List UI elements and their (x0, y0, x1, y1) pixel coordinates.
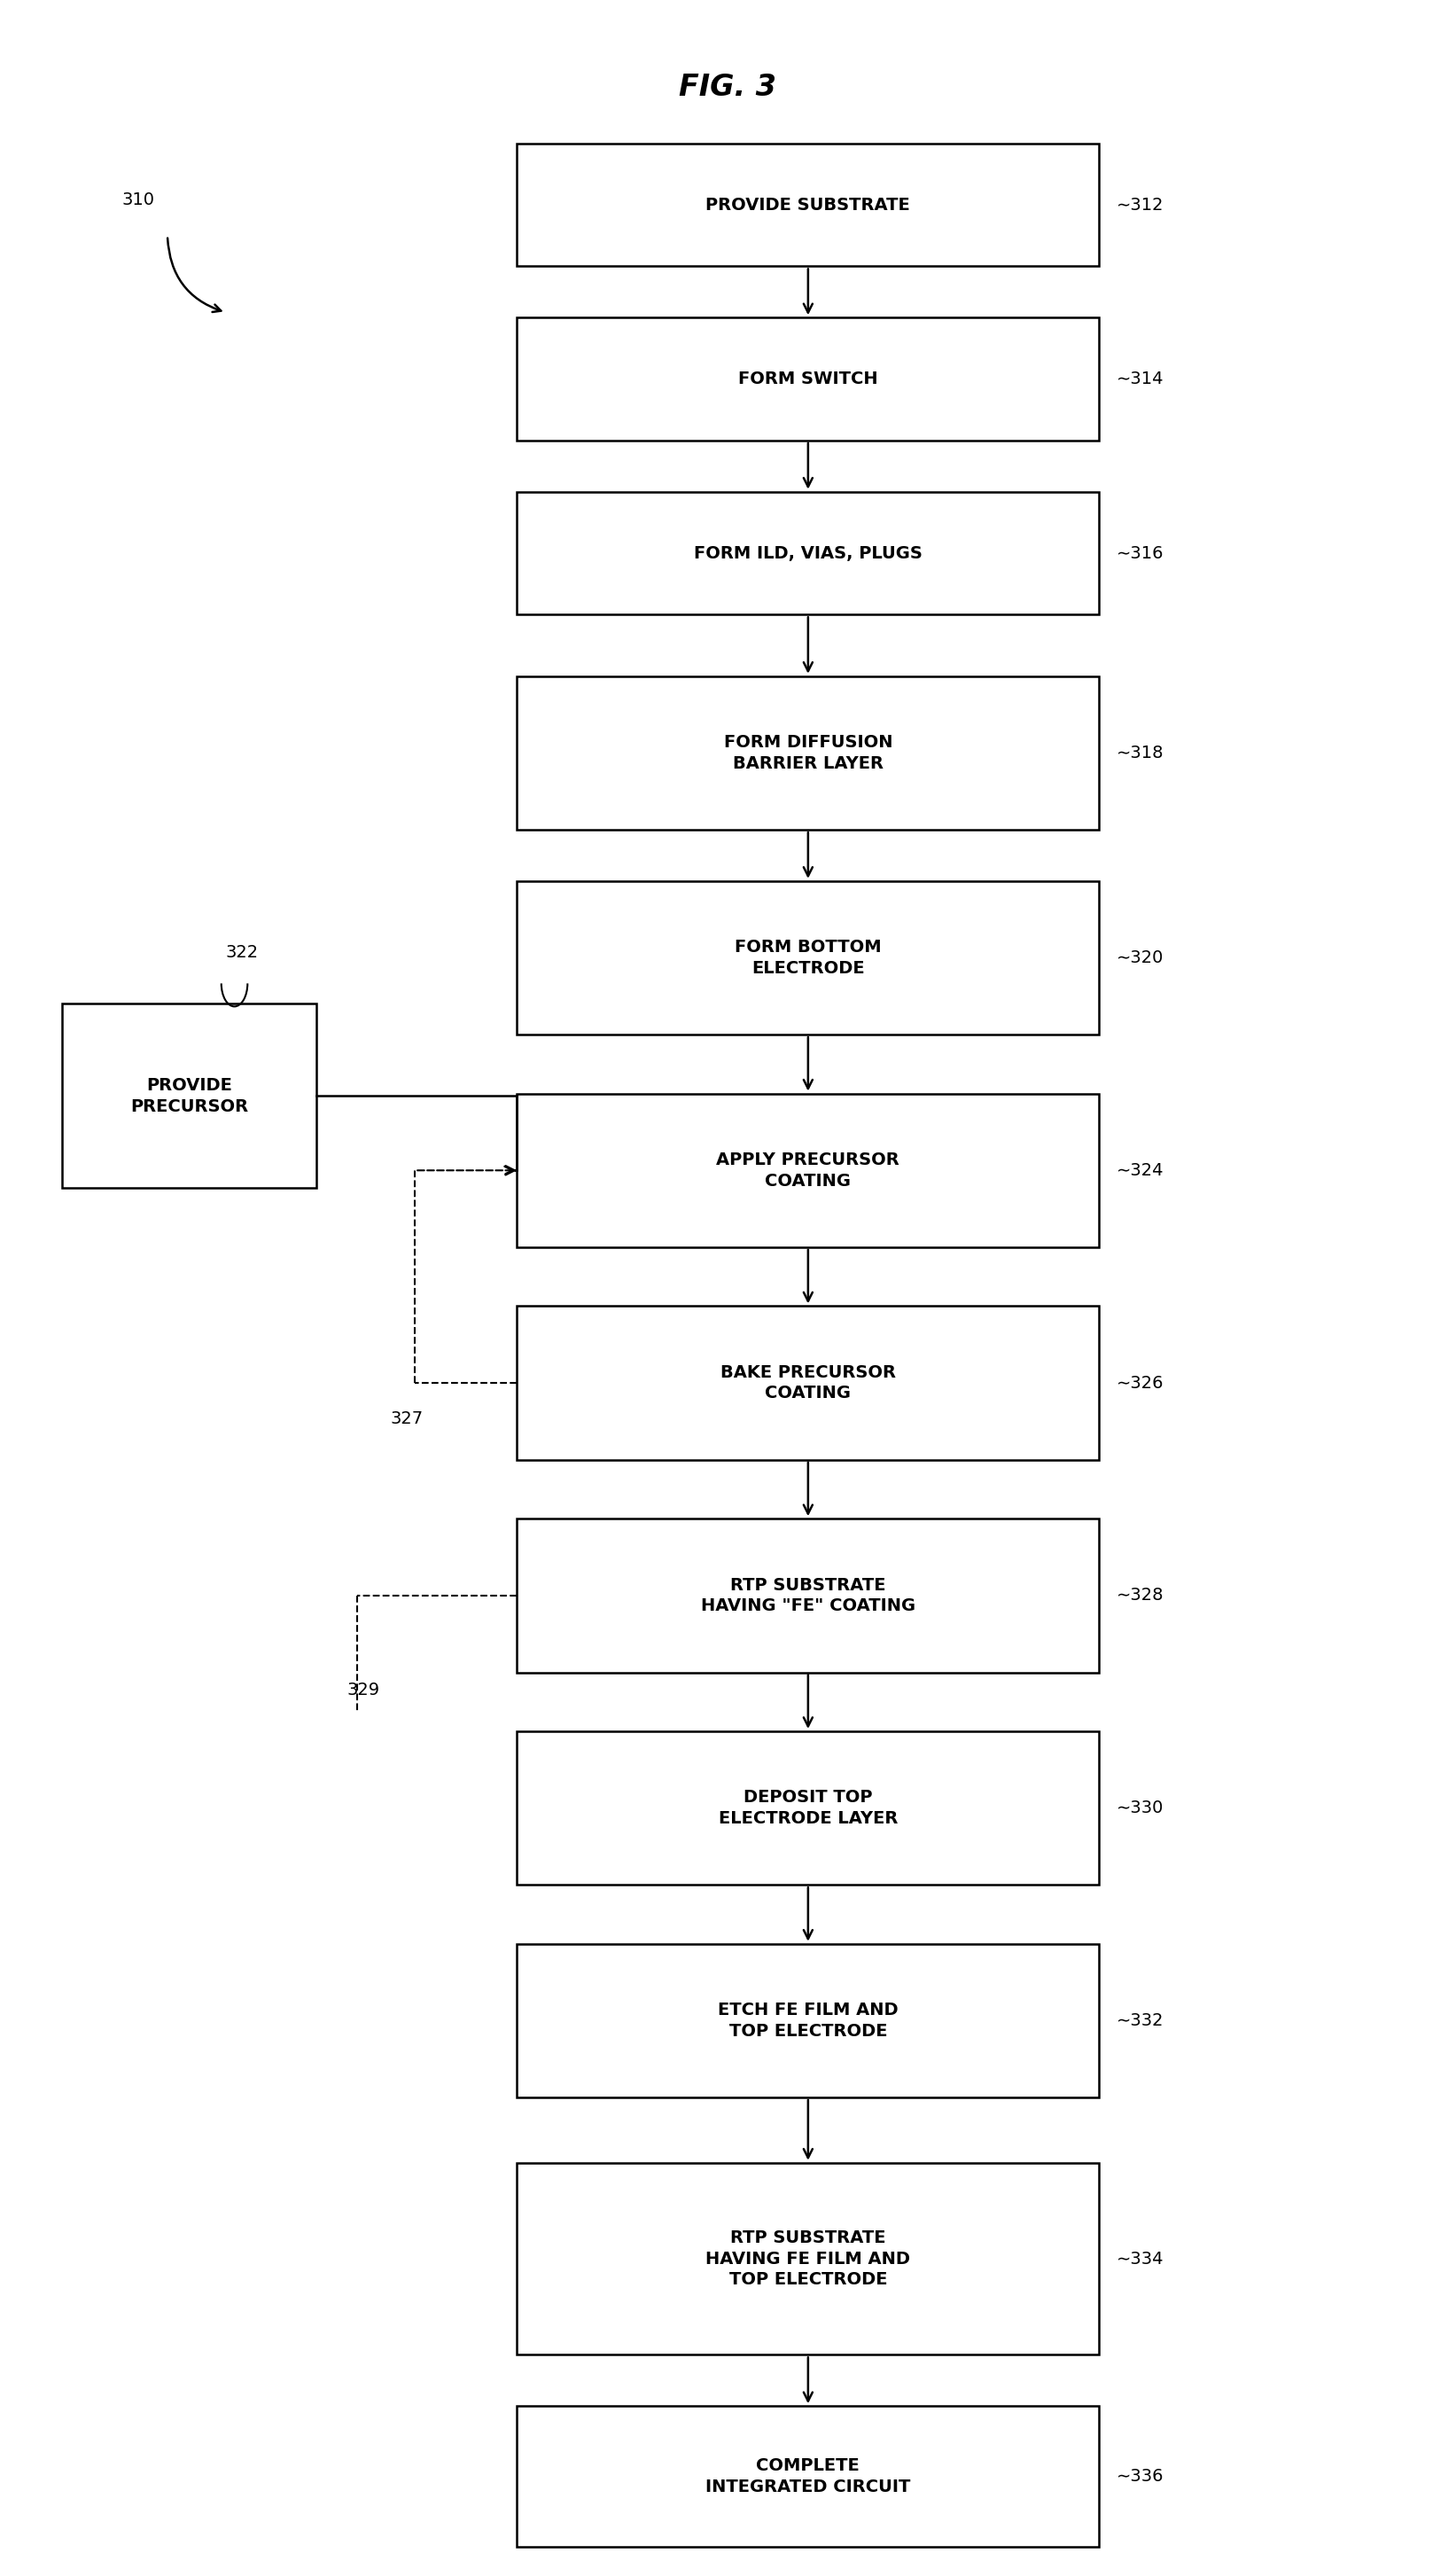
Text: FORM DIFFUSION
BARRIER LAYER: FORM DIFFUSION BARRIER LAYER (724, 735, 893, 771)
Text: FORM SWITCH: FORM SWITCH (738, 371, 878, 387)
Bar (517, 2161, 1099, 2356)
Bar (517, 2407, 1099, 2546)
Text: RTP SUBSTRATE
HAVING FE FILM AND
TOP ELECTRODE: RTP SUBSTRATE HAVING FE FILM AND TOP ELE… (706, 2231, 910, 2287)
Text: FIG. 3: FIG. 3 (680, 72, 776, 102)
Text: ETCH FE FILM AND
TOP ELECTRODE: ETCH FE FILM AND TOP ELECTRODE (718, 2003, 898, 2039)
Text: PROVIDE
PRECURSOR: PROVIDE PRECURSOR (130, 1078, 249, 1114)
Text: ∼328: ∼328 (1117, 1588, 1165, 1603)
Bar (517, 1094, 1099, 1247)
Text: ∼314: ∼314 (1117, 371, 1165, 387)
Text: ∼324: ∼324 (1117, 1163, 1165, 1178)
Text: ∼312: ∼312 (1117, 197, 1165, 213)
Text: 329: 329 (347, 1683, 380, 1698)
Text: 310: 310 (122, 192, 154, 207)
Text: 327: 327 (390, 1411, 424, 1426)
Text: ∼332: ∼332 (1117, 2013, 1165, 2028)
Text: ∼318: ∼318 (1117, 745, 1165, 761)
Text: ∼316: ∼316 (1117, 545, 1165, 561)
Bar (517, 881, 1099, 1035)
Text: ∼336: ∼336 (1117, 2469, 1165, 2484)
Text: ∼320: ∼320 (1117, 950, 1163, 965)
Text: DEPOSIT TOP
ELECTRODE LAYER: DEPOSIT TOP ELECTRODE LAYER (718, 1790, 898, 1826)
Bar (63, 1004, 316, 1188)
Text: APPLY PRECURSOR
COATING: APPLY PRECURSOR COATING (716, 1152, 900, 1188)
Bar (517, 143, 1099, 266)
Bar (517, 492, 1099, 615)
Text: RTP SUBSTRATE
HAVING "FE" COATING: RTP SUBSTRATE HAVING "FE" COATING (700, 1578, 916, 1613)
Text: BAKE PRECURSOR
COATING: BAKE PRECURSOR COATING (721, 1365, 895, 1401)
Text: COMPLETE
INTEGRATED CIRCUIT: COMPLETE INTEGRATED CIRCUIT (706, 2459, 910, 2494)
Text: 322: 322 (226, 945, 259, 960)
Text: ∼334: ∼334 (1117, 2251, 1165, 2266)
Bar (517, 318, 1099, 440)
Bar (517, 1519, 1099, 1672)
Text: FORM BOTTOM
ELECTRODE: FORM BOTTOM ELECTRODE (735, 940, 881, 976)
Bar (517, 1944, 1099, 2097)
Text: ∼326: ∼326 (1117, 1375, 1165, 1391)
Bar (517, 676, 1099, 830)
Text: ∼330: ∼330 (1117, 1800, 1163, 1816)
Text: PROVIDE SUBSTRATE: PROVIDE SUBSTRATE (706, 197, 910, 213)
Bar (517, 1731, 1099, 1885)
Text: FORM ILD, VIAS, PLUGS: FORM ILD, VIAS, PLUGS (695, 545, 922, 561)
Bar (517, 1306, 1099, 1460)
